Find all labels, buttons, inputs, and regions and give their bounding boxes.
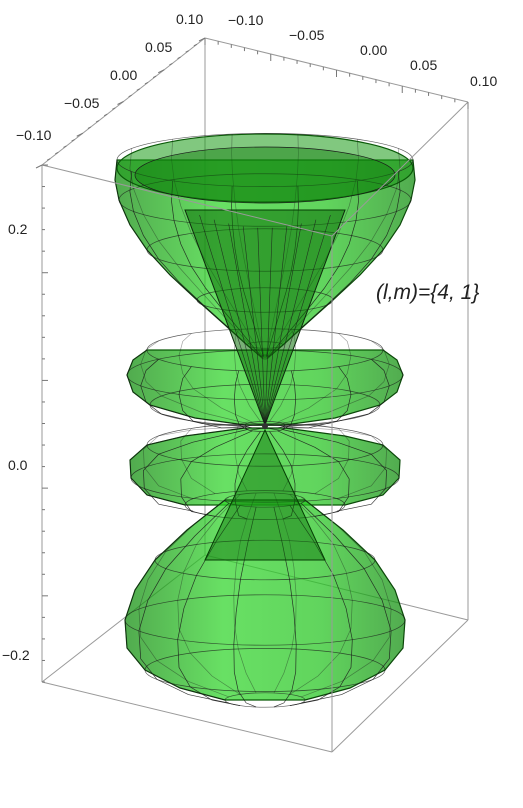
cone-line bbox=[264, 219, 317, 426]
y-tick-mark bbox=[55, 151, 59, 155]
mesh-meridian bbox=[277, 333, 352, 423]
lm-comma: , bbox=[388, 281, 394, 304]
mesh-meridian bbox=[140, 340, 248, 424]
y-tick-mark bbox=[117, 101, 124, 105]
mesh-meridian bbox=[300, 502, 392, 704]
y-tick-mark bbox=[185, 50, 189, 53]
mesh-meridian bbox=[282, 426, 387, 500]
y-tick-label: 0.05 bbox=[145, 39, 172, 55]
y-tick-mark bbox=[103, 113, 108, 117]
cone-line bbox=[213, 219, 266, 426]
lm-m: m bbox=[394, 281, 412, 304]
y-axis-ticks: 0.10 0.05 0.00 −0.05 −0.10 bbox=[16, 11, 203, 143]
mesh-meridian bbox=[233, 506, 257, 708]
top-rim bbox=[116, 133, 414, 203]
cone-line bbox=[264, 214, 331, 426]
y-tick-mark bbox=[169, 62, 173, 66]
x-axis-ticks: −0.10 −0.05 0.00 0.05 0.10 bbox=[228, 12, 497, 89]
cone-line bbox=[264, 227, 273, 426]
lm-annotation: (l,m)={4, 1} bbox=[376, 281, 479, 304]
z-tick-label: 0.2 bbox=[8, 221, 28, 237]
z-axis-ticks: 0.2 0.0 −0.2 bbox=[2, 221, 30, 663]
z-tick-label: −0.2 bbox=[2, 647, 30, 663]
lm-l: l bbox=[383, 281, 389, 304]
y-tick-label: 0.10 bbox=[176, 11, 203, 27]
mesh-meridian bbox=[180, 430, 253, 517]
y-tick-mark bbox=[63, 145, 67, 148]
mesh-meridian bbox=[277, 366, 352, 429]
mesh-meridian bbox=[126, 349, 246, 426]
mesh-meridian bbox=[289, 505, 353, 706]
cone-line bbox=[228, 223, 266, 426]
mesh-meridian bbox=[138, 502, 230, 704]
mesh-meridian bbox=[284, 349, 404, 426]
lm-suffix: )= bbox=[408, 281, 430, 304]
x-tick-label: 0.10 bbox=[470, 73, 497, 89]
mesh-meridian bbox=[282, 340, 390, 424]
mesh-meridian bbox=[273, 506, 297, 708]
mesh-meridian bbox=[277, 424, 350, 494]
y-tick-mark bbox=[152, 75, 157, 79]
x-tick-label: −0.10 bbox=[228, 12, 264, 28]
y-tick-mark bbox=[87, 126, 92, 129]
y-tick-mark bbox=[112, 107, 116, 110]
mesh-meridian bbox=[178, 366, 253, 429]
cone-line bbox=[257, 227, 266, 426]
mesh-meridian bbox=[177, 505, 241, 706]
lm-prefix: ( bbox=[376, 281, 385, 304]
cone-line bbox=[184, 209, 266, 426]
x-tick-label: 0.00 bbox=[360, 42, 387, 58]
mesh-meridian bbox=[277, 430, 350, 517]
lower-cone bbox=[204, 428, 326, 561]
cone-line bbox=[242, 226, 266, 426]
lm-values: {4, 1} bbox=[430, 281, 479, 304]
inner-cones bbox=[184, 209, 346, 561]
y-tick-mark bbox=[95, 120, 100, 123]
mesh-meridian bbox=[282, 429, 387, 512]
mesh-meridian bbox=[284, 427, 401, 506]
mesh-meridian bbox=[138, 496, 230, 698]
y-tick-label: −0.05 bbox=[64, 95, 100, 111]
z-tick-label: 0.0 bbox=[8, 457, 28, 473]
x-tick-label: −0.05 bbox=[289, 27, 325, 43]
x-tick-label: 0.05 bbox=[410, 57, 437, 73]
cone-line bbox=[264, 223, 302, 426]
center-point bbox=[262, 423, 268, 429]
mesh-meridian bbox=[233, 492, 257, 694]
mesh-meridian bbox=[124, 499, 226, 701]
tick-marks bbox=[35, 37, 469, 683]
mesh-meridian bbox=[269, 421, 296, 492]
y-tick-label: 0.00 bbox=[110, 67, 137, 83]
mesh-meridian bbox=[129, 427, 246, 506]
mesh-meridian bbox=[269, 431, 296, 520]
y-tick-mark bbox=[177, 56, 181, 59]
cone-line bbox=[264, 226, 288, 426]
y-tick-mark bbox=[144, 82, 149, 85]
y-tick-mark bbox=[198, 37, 206, 42]
mesh-meridian bbox=[180, 424, 253, 494]
mesh-meridian bbox=[300, 496, 392, 698]
top-inner-rim bbox=[134, 146, 396, 204]
mesh-meridian bbox=[234, 421, 261, 492]
mesh-meridian bbox=[273, 492, 297, 694]
mesh-meridian bbox=[304, 499, 406, 701]
mesh-meridian bbox=[178, 333, 253, 423]
y-tick-mark bbox=[193, 43, 198, 47]
y-tick-mark bbox=[35, 164, 43, 169]
mesh-meridian bbox=[143, 426, 248, 500]
mesh-meridian bbox=[177, 494, 241, 695]
mesh-meridian bbox=[143, 429, 248, 512]
cone-line bbox=[199, 214, 266, 426]
y-tick-mark bbox=[76, 132, 83, 137]
mesh-meridian bbox=[234, 431, 261, 520]
y-tick-mark bbox=[71, 139, 75, 142]
y-tick-label: −0.10 bbox=[16, 127, 52, 143]
y-tick-mark bbox=[128, 94, 132, 98]
mesh-meridian bbox=[289, 494, 353, 695]
y-tick-mark bbox=[136, 88, 141, 91]
y-tick-mark bbox=[158, 69, 165, 74]
y-tick-mark bbox=[46, 158, 51, 161]
